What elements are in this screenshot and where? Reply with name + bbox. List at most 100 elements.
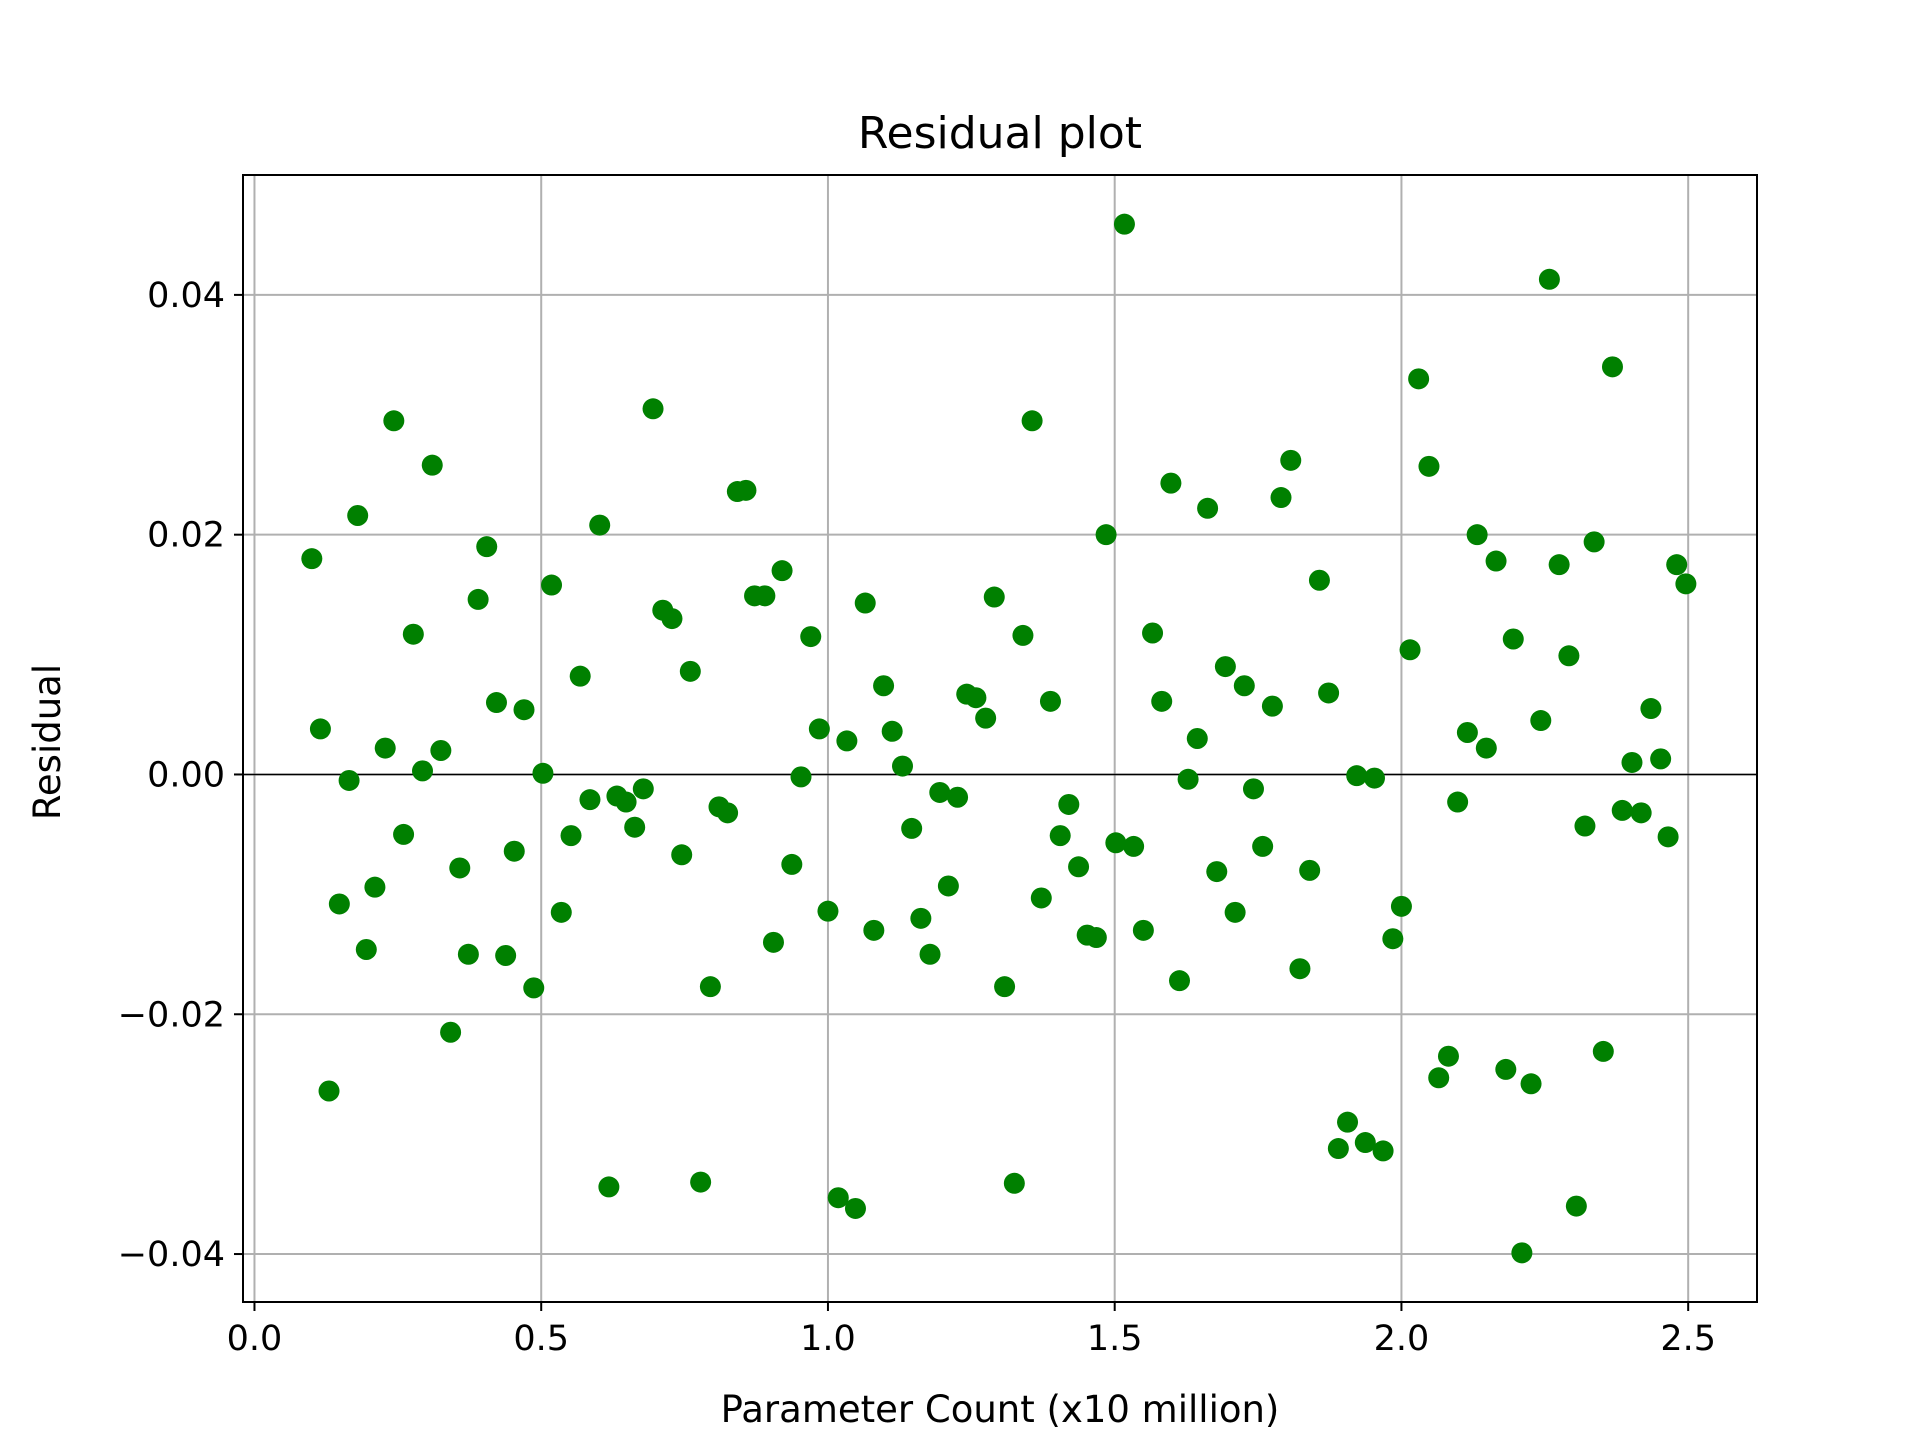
data-point: [579, 789, 601, 811]
data-point: [1327, 1138, 1349, 1160]
data-point: [1169, 970, 1191, 992]
data-point: [1650, 748, 1672, 770]
data-point: [642, 398, 664, 420]
data-point: [781, 853, 803, 875]
data-point: [440, 1021, 462, 1043]
data-point: [994, 976, 1016, 998]
data-point: [598, 1176, 620, 1198]
data-point: [457, 943, 479, 965]
plot-frame: [242, 174, 1758, 1303]
data-point: [503, 840, 525, 862]
data-point: [421, 454, 443, 476]
data-point: [632, 778, 654, 800]
data-point: [1485, 550, 1507, 572]
data-point: [1428, 1067, 1450, 1089]
data-point: [699, 976, 721, 998]
data-point: [1105, 832, 1127, 854]
data-point: [1601, 356, 1623, 378]
data-point: [1583, 531, 1605, 553]
data-point: [771, 560, 793, 582]
data-point: [1123, 835, 1145, 857]
data-point: [1030, 887, 1052, 909]
data-point: [1511, 1242, 1533, 1264]
data-point: [1611, 799, 1633, 821]
data-point: [1095, 524, 1117, 546]
data-point: [1640, 698, 1662, 720]
data-point: [402, 623, 424, 645]
data-point: [1538, 268, 1560, 290]
data-point: [1592, 1040, 1614, 1062]
data-point: [495, 945, 517, 967]
x-tick-label: 1.0: [800, 1319, 856, 1359]
data-point: [965, 687, 987, 709]
data-point: [1308, 569, 1330, 591]
data-point: [1261, 695, 1283, 717]
data-point: [1206, 861, 1228, 883]
data-point: [615, 791, 637, 813]
data-point: [808, 718, 830, 740]
x-tick-label: 0.0: [227, 1319, 283, 1359]
data-point: [1399, 639, 1421, 661]
data-point: [412, 760, 434, 782]
data-point: [449, 857, 471, 879]
data-point: [1502, 628, 1524, 650]
data-point: [1382, 928, 1404, 950]
data-points: [301, 213, 1697, 1264]
data-point: [1456, 722, 1478, 744]
y-tick-label: −0.02: [118, 995, 225, 1035]
data-point: [1021, 410, 1043, 432]
data-point: [1657, 826, 1679, 848]
data-point: [754, 585, 776, 607]
data-point: [550, 901, 572, 923]
data-point: [485, 692, 507, 714]
data-point: [817, 900, 839, 922]
data-point: [364, 876, 386, 898]
data-point: [383, 410, 405, 432]
x-tick-label: 0.5: [513, 1319, 569, 1359]
data-point: [1242, 778, 1264, 800]
data-point: [671, 844, 693, 866]
data-point: [355, 939, 377, 961]
data-point: [1224, 901, 1246, 923]
data-point: [1363, 767, 1385, 789]
data-point: [901, 817, 923, 839]
data-point: [800, 626, 822, 648]
data-point: [301, 548, 323, 570]
data-point: [1113, 213, 1135, 235]
data-point: [1621, 751, 1643, 773]
data-point: [690, 1171, 712, 1193]
data-point: [374, 737, 396, 759]
data-point: [1495, 1058, 1517, 1080]
data-point: [1049, 825, 1071, 847]
data-point: [735, 479, 757, 501]
data-point: [827, 1187, 849, 1209]
y-axis-label: Residual: [26, 664, 69, 820]
data-point: [1447, 791, 1469, 813]
data-point: [1058, 793, 1080, 815]
data-point: [1408, 368, 1430, 390]
x-tick-label: 2.0: [1374, 1319, 1430, 1359]
data-point: [1558, 645, 1580, 667]
data-point: [1039, 690, 1061, 712]
data-point: [854, 592, 876, 614]
data-point: [1437, 1045, 1459, 1067]
data-point: [836, 730, 858, 752]
data-point: [532, 762, 554, 784]
data-point: [881, 720, 903, 742]
data-point: [1160, 472, 1182, 494]
data-point: [844, 1197, 866, 1219]
data-point: [1337, 1111, 1359, 1133]
data-point: [1151, 690, 1173, 712]
y-tick-label: −0.04: [118, 1235, 225, 1275]
data-point: [624, 816, 646, 838]
y-tick-label: 0.04: [147, 276, 225, 316]
x-axis-ticks: 0.0 0.5 1.0 1.5 2.0 2.5: [227, 1302, 1716, 1359]
data-point: [1012, 624, 1034, 646]
data-point: [589, 514, 611, 536]
data-point: [1574, 815, 1596, 837]
data-point: [919, 943, 941, 965]
data-point: [1318, 682, 1340, 704]
chart-title: Residual plot: [858, 108, 1142, 159]
data-point: [1233, 675, 1255, 697]
data-point: [1466, 524, 1488, 546]
